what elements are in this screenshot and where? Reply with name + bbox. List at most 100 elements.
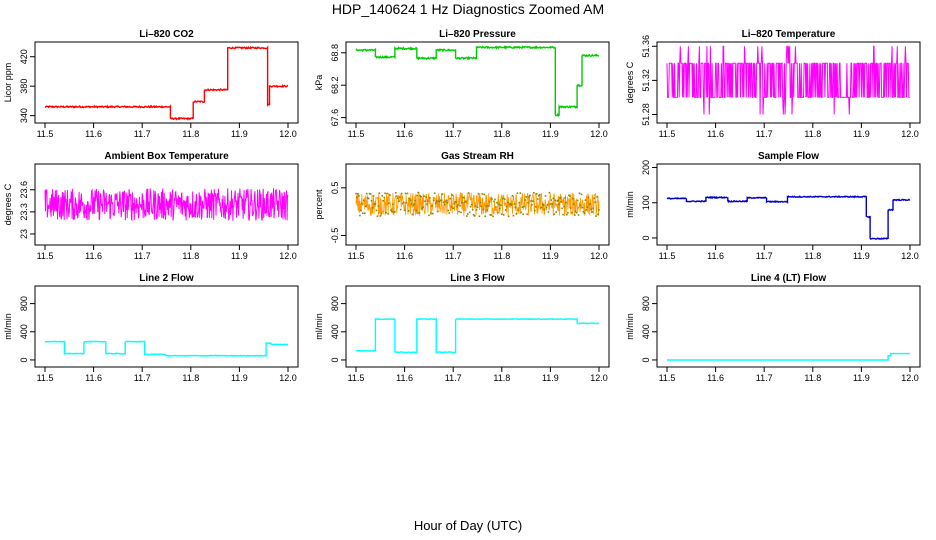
data-point (589, 203, 592, 205)
panel-title: Gas Stream RH (441, 151, 514, 162)
y-tick-label: 200 (641, 160, 651, 175)
data-point (548, 191, 551, 194)
x-tick-label: 12.0 (590, 251, 608, 261)
figure-title: HDP_140624 1 Hz Diagnostics Zoomed AM (331, 1, 605, 17)
series-group (667, 352, 910, 361)
series-line (44, 45, 289, 121)
data-point (428, 214, 430, 217)
data-point (379, 215, 382, 217)
data-point (433, 192, 436, 195)
data-point (515, 213, 518, 215)
data-point (356, 196, 358, 199)
data-point (532, 200, 534, 202)
data-point (419, 195, 421, 197)
data-point (542, 204, 545, 206)
data-point (490, 214, 492, 216)
x-tick-label: 11.6 (85, 251, 102, 261)
data-point (587, 196, 590, 199)
data-point (391, 210, 393, 213)
data-point (360, 209, 362, 212)
data-point (440, 199, 443, 201)
data-point (369, 193, 372, 195)
data-point (499, 207, 501, 210)
y-tick-label: 340 (19, 108, 29, 123)
series-group (44, 45, 289, 121)
data-point (446, 202, 449, 204)
data-point (413, 203, 416, 205)
x-tick-label: 11.6 (396, 129, 413, 139)
data-point (473, 215, 476, 217)
x-tick-label: 12.0 (279, 251, 297, 261)
data-point (468, 211, 471, 214)
data-point (547, 211, 550, 213)
data-point (475, 209, 478, 211)
data-point (474, 205, 477, 208)
data-point (381, 195, 384, 197)
data-point (382, 199, 385, 202)
data-point (565, 201, 567, 204)
data-point (483, 193, 486, 196)
data-point (594, 201, 596, 204)
data-point (372, 195, 375, 197)
data-point (367, 197, 370, 200)
data-point (550, 199, 553, 201)
x-tick-label: 12.0 (901, 373, 919, 383)
data-point (570, 211, 573, 214)
x-tick-label: 11.6 (707, 129, 724, 139)
series-group (44, 188, 289, 222)
data-point (537, 194, 540, 197)
panel-9: Line 4 (LT) Flow ml/min 11.5 11.6 11.7 11.8 11… (625, 273, 921, 383)
series-group (355, 317, 600, 354)
x-tick-label: 11.7 (445, 251, 462, 261)
data-point (575, 211, 578, 214)
data-point (361, 202, 363, 205)
data-point (429, 197, 431, 199)
data-point (549, 203, 552, 205)
y-axis-label: degrees C (3, 183, 13, 225)
y-tick-label: 68.2 (330, 76, 340, 94)
x-tick-label: 11.8 (182, 251, 199, 261)
data-point (463, 196, 465, 199)
series-line (44, 188, 289, 222)
y-axis-label: ml/min (3, 313, 13, 340)
data-point (506, 201, 509, 204)
y-axis-label: kPa (314, 75, 324, 91)
data-point (510, 204, 513, 206)
data-point (417, 191, 420, 194)
data-point (544, 195, 547, 197)
data-point (447, 209, 450, 212)
data-point (513, 203, 516, 205)
data-point (362, 199, 365, 202)
y-tick-label: 420 (19, 49, 29, 64)
data-point (464, 201, 466, 203)
x-tick-label: 11.6 (396, 373, 413, 383)
data-point (593, 197, 595, 200)
data-point (457, 203, 459, 206)
data-point (552, 197, 555, 200)
data-point (414, 199, 417, 202)
data-point (554, 199, 557, 202)
data-point (585, 209, 588, 211)
data-point (385, 211, 387, 214)
data-point (450, 206, 453, 208)
plot-frame (345, 285, 610, 368)
data-point (370, 199, 373, 202)
x-tick-label: 12.0 (279, 129, 297, 139)
x-tick-label: 11.5 (659, 373, 676, 383)
data-point (442, 201, 445, 204)
y-axis-label: ml/min (625, 191, 635, 218)
data-point (407, 210, 410, 212)
data-point (493, 200, 495, 203)
x-tick-label: 12.0 (590, 373, 608, 383)
x-tick-label: 11.9 (231, 129, 248, 139)
y-tick-label: 400 (641, 324, 651, 339)
series-group (666, 195, 911, 241)
panel-title: Li–820 CO2 (139, 29, 194, 40)
data-point (365, 192, 368, 195)
data-point (403, 209, 406, 212)
data-point (456, 205, 458, 208)
y-tick-label: 51.36 (641, 35, 651, 58)
x-tick-label: 12.0 (901, 251, 919, 261)
data-point (387, 213, 389, 215)
data-point (451, 194, 454, 196)
